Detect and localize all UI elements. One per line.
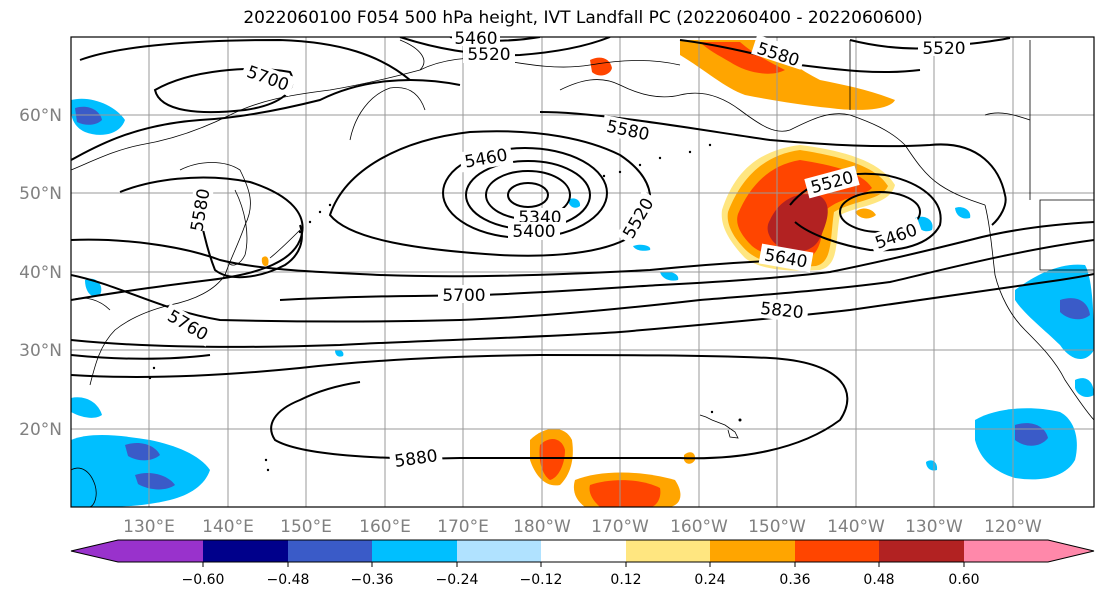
lon-label: 180°W [513,517,571,537]
contour-5700-b [279,221,1094,301]
contour-5340 [507,182,549,208]
colorbar-tick-label: 0.24 [694,572,725,588]
coastlines [71,39,1094,507]
colorbar-cell [541,540,626,562]
lon-label: 170°E [437,517,489,537]
lon-label: 150°W [748,517,806,537]
colorbar-tick-label: 0.60 [948,572,979,588]
colorbar-tick-label: −0.24 [436,572,479,588]
colorbar-cell [457,540,541,562]
lon-label: 140°E [202,517,254,537]
colorbar: −0.60 −0.48 −0.36 −0.24 −0.12 0.12 0.24 … [70,539,1095,588]
contour-label: 5520 [467,45,510,65]
colorbar-outline [70,539,1095,563]
lon-label: 150°E [280,517,332,537]
contour-5580 [71,79,461,161]
contour-label: 5700 [442,286,485,306]
lat-label: 60°N [19,106,62,126]
lat-label: 40°N [19,263,62,283]
contour-5580-b [539,111,1007,226]
contour-label: 5460 [454,29,497,49]
longitude-labels: 130°E 140°E 150°E 160°E 170°E 180°W 170°… [123,517,1042,537]
lon-label: 130°E [123,517,175,537]
contour-5700 [71,176,304,301]
colorbar-tick-label: −0.12 [520,572,563,588]
contour-5520-top [399,37,611,57]
colorbar-cell [879,540,964,562]
contour-5820 [71,273,1094,348]
colorbar-cell [964,540,1048,562]
latitude-labels: 60°N 50°N 40°N 30°N 20°N [19,106,62,440]
contour-5880-b [71,354,211,360]
contour-label: 5580 [187,187,214,233]
contour-label: 5880 [393,446,439,472]
contour-label: 5700 [244,62,291,96]
colorbar-cell [626,540,710,562]
contour-label: 5460 [463,145,509,172]
contour-5520 [328,130,652,257]
lon-label: 130°W [905,517,963,537]
colorbar-tick-label: −0.48 [267,572,310,588]
graticule [71,37,1094,507]
colorbar-cell [288,540,372,562]
lat-label: 30°N [19,341,62,361]
contour-5760 [71,239,1094,323]
colorbar-tick-label: 0.12 [610,572,641,588]
colorbar-tick-label: 0.48 [863,572,894,588]
height-contours [71,37,1094,460]
lat-label: 20°N [19,420,62,440]
contour-label: 5400 [512,222,555,242]
colorbar-cell [118,540,203,562]
colorbar-cell [372,540,457,562]
colorbar-tick-label: 0.36 [779,572,810,588]
map-frame [70,36,1095,508]
lon-label: 160°E [359,517,411,537]
contour-5640 [71,238,791,278]
lon-label: 120°W [984,517,1042,537]
island-dots [148,143,742,472]
ivt-negative-regions [71,98,1094,507]
colorbar-tick-label: −0.36 [351,572,394,588]
colorbar-cell [795,540,879,562]
lon-label: 140°W [827,517,885,537]
map-title: 2022060100 F054 500 hPa height, IVT Land… [243,8,923,28]
contour-label: 5520 [922,39,965,59]
colorbar-cell [71,540,118,562]
lon-label: 160°W [670,517,728,537]
colorbar-tick-label: −0.60 [182,572,225,588]
lat-label: 50°N [19,184,62,204]
colorbar-cell [710,540,795,562]
contour-label: 5520 [619,195,658,242]
contour-5880-a [71,353,849,460]
lon-label: 170°W [591,517,649,537]
ivt-positive-region-alaska-coast [590,40,895,110]
contour-5700-d [79,38,411,81]
contour-label: 5820 [759,299,804,323]
colorbar-cell [1048,540,1094,562]
colorbar-cell [203,540,288,562]
